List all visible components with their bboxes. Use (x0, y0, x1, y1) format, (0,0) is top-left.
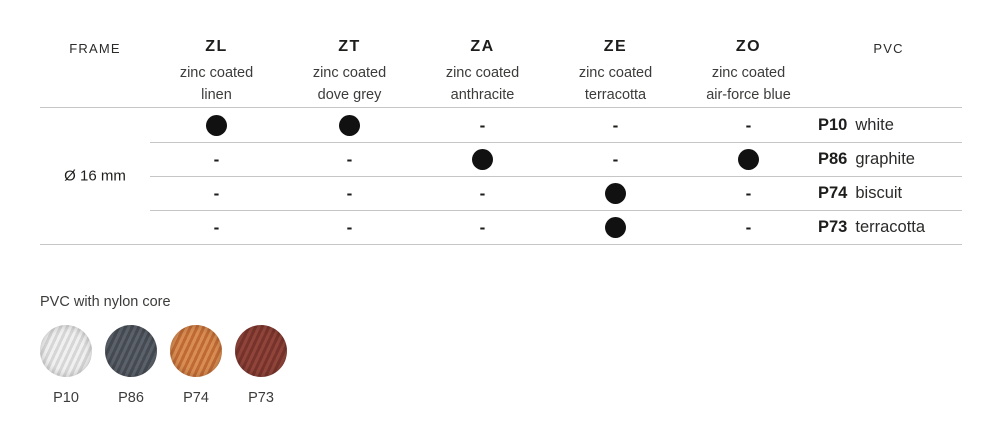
pvc-swatch-label: P10 (53, 390, 79, 406)
swatch-row: P10 P86 P74 P73 (40, 325, 287, 406)
compat-cell: - (416, 185, 549, 202)
compat-cell: - (150, 151, 283, 168)
frame-type-header-za: ZA zinc coated anthracite (416, 38, 549, 106)
frame-type-header-ze: ZE zinc coated terracotta (549, 38, 682, 106)
pvc-swatch-circle (235, 325, 287, 377)
frame-type-header-zt: ZT zinc coated dove grey (283, 38, 416, 106)
pvc-swatch-p86: P86 (105, 325, 157, 406)
compat-cell: - (283, 151, 416, 168)
pvc-swatch-p73: P73 (235, 325, 287, 406)
frame-type-desc-line1: zinc coated (445, 65, 520, 81)
pvc-swatch-circle (105, 325, 157, 377)
table-body: Ø 16 mm - - - P10 white - - - P86 graphite - - - - P74… (40, 107, 962, 245)
compat-dash: - (346, 183, 353, 203)
compat-dash: - (745, 183, 752, 203)
frame-type-code: ZT (338, 38, 361, 55)
table-header-row: FRAME ZL zinc coated linen ZT zinc coated dov… (40, 0, 962, 107)
frame-type-code: ZO (735, 38, 762, 55)
pvc-name: biscuit (855, 183, 903, 202)
pvc-code: P10 (818, 115, 848, 134)
compat-dot (738, 148, 759, 170)
pvc-code: P74 (818, 183, 848, 202)
compat-cell: - (682, 219, 815, 236)
compatibility-table: FRAME ZL zinc coated linen ZT zinc coated dov… (40, 0, 962, 245)
compat-dash: - (612, 115, 619, 135)
pvc-name: terracotta (855, 217, 926, 236)
frame-type-desc-line1: zinc coated (179, 65, 254, 81)
compat-cell: - (150, 219, 283, 236)
frame-type-desc-line2: linen (201, 87, 232, 103)
table-row: - - - P10 white (40, 108, 962, 143)
compat-dash: - (346, 217, 353, 237)
compat-cell: - (682, 117, 815, 134)
frame-type-desc-line1: zinc coated (578, 65, 653, 81)
compat-dot (206, 114, 227, 136)
compat-dash: - (346, 149, 353, 169)
compat-cell: - (283, 185, 416, 202)
frame-type-desc-line2: air-force blue (706, 87, 791, 103)
compat-dash: - (479, 115, 486, 135)
frame-type-desc-line2: anthracite (450, 87, 515, 103)
pvc-code: P86 (818, 149, 848, 168)
frame-type-desc-line1: zinc coated (711, 65, 786, 81)
compat-cell (549, 216, 682, 238)
frame-type-desc-line1: zinc coated (312, 65, 387, 81)
compat-dot (339, 114, 360, 136)
compat-cell: - (283, 219, 416, 236)
compat-cell (682, 148, 815, 170)
compat-dot (605, 182, 626, 204)
pvc-code: P73 (818, 217, 848, 236)
compat-dash: - (745, 115, 752, 135)
frame-type-code: ZL (205, 38, 228, 55)
pvc-swatch-label: P73 (248, 390, 274, 406)
pvc-swatch-label: P74 (183, 390, 209, 406)
pvc-legend: PVC with nylon core P10 P86 P74 P73 (40, 294, 287, 406)
compat-dash: - (479, 217, 486, 237)
compat-dash: - (479, 183, 486, 203)
pvc-column-header: PVC (873, 41, 904, 56)
pvc-swatch-p10: P10 (40, 325, 92, 406)
frame-type-header-zl: ZL zinc coated linen (150, 38, 283, 106)
compat-cell: - (682, 185, 815, 202)
pvc-cell: P73 terracotta (815, 218, 962, 237)
compat-dash: - (213, 217, 220, 237)
pvc-swatch-p74: P74 (170, 325, 222, 406)
pvc-swatch-circle (170, 325, 222, 377)
pvc-swatch-circle (40, 325, 92, 377)
compat-cell: - (549, 117, 682, 134)
frame-type-code: ZE (603, 38, 628, 55)
frame-type-code: ZA (470, 38, 495, 55)
frame-type-header-zo: ZO zinc coated air-force blue (682, 38, 815, 106)
compat-dot (605, 216, 626, 238)
compat-cell: - (416, 117, 549, 134)
pvc-cell: P74 biscuit (815, 184, 962, 203)
compat-dash: - (745, 217, 752, 237)
table-row: - - - - P73 terracotta (40, 210, 962, 244)
compat-cell: - (150, 185, 283, 202)
compat-dash: - (213, 149, 220, 169)
compat-cell: - (416, 219, 549, 236)
compat-cell (416, 148, 549, 170)
pvc-cell: P86 graphite (815, 150, 962, 169)
legend-title: PVC with nylon core (40, 294, 171, 310)
pvc-name: graphite (855, 149, 915, 168)
pvc-cell: P10 white (815, 116, 962, 135)
compat-dash: - (213, 183, 220, 203)
compat-dot (472, 148, 493, 170)
frame-type-desc-line2: dove grey (317, 87, 382, 103)
pvc-name: white (855, 115, 894, 134)
pvc-swatch-label: P86 (118, 390, 144, 406)
compat-cell (150, 114, 283, 136)
frame-diameter-label: Ø 16 mm (64, 167, 126, 185)
frame-column-header: FRAME (69, 41, 121, 56)
compat-dash: - (612, 149, 619, 169)
compat-cell: - (549, 151, 682, 168)
table-row: - - - - P74 biscuit (40, 176, 962, 211)
frame-type-desc-line2: terracotta (584, 87, 647, 103)
compat-cell (283, 114, 416, 136)
compat-cell (549, 182, 682, 204)
table-row: - - - P86 graphite (40, 142, 962, 177)
